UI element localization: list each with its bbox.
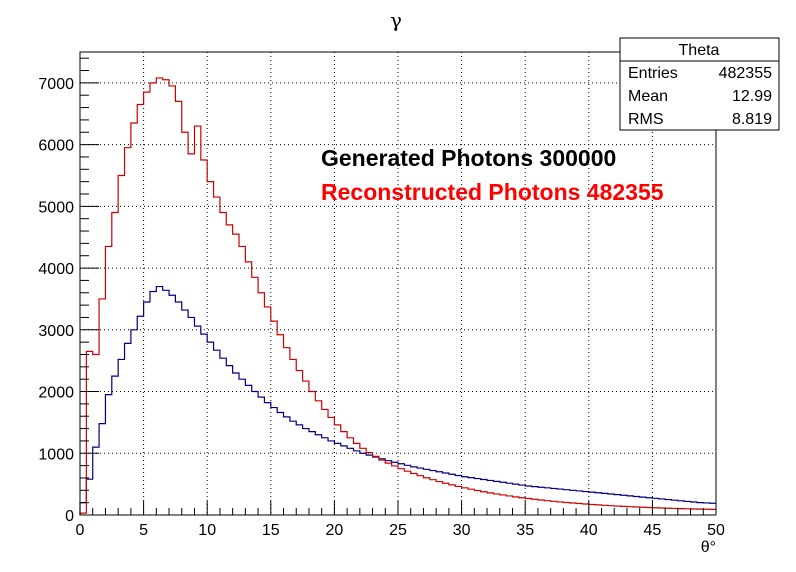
stats-mean-label: Mean — [628, 88, 668, 105]
generated-photons-histogram — [79, 285, 716, 515]
stats-box-title: Theta — [679, 42, 720, 59]
histogram-series — [79, 77, 716, 515]
y-tick-label: 4000 — [38, 261, 74, 278]
y-tick-label: 7000 — [38, 76, 74, 93]
axes: 0 5 10 15 20 25 30 35 40 45 50 0 1000 2000 3000 4000 500… — [38, 57, 725, 539]
x-tick-label: 50 — [707, 522, 725, 539]
x-tick-label: 25 — [389, 522, 407, 539]
x-tick-label: 10 — [198, 522, 216, 539]
y-tick-label: 5000 — [38, 199, 74, 216]
x-tick-label: 0 — [76, 522, 85, 539]
stats-entries-value: 482355 — [719, 65, 772, 82]
x-tick-label: 40 — [580, 522, 598, 539]
chart-title: γ — [390, 8, 402, 32]
y-tick-label: 2000 — [38, 385, 74, 402]
x-axis-title: θ° — [701, 539, 716, 556]
y-tick-label: 0 — [65, 508, 74, 525]
stats-mean-value: 12.99 — [732, 88, 772, 105]
x-tick-label: 35 — [516, 522, 534, 539]
x-tick-label: 5 — [139, 522, 148, 539]
x-tick-label: 30 — [453, 522, 471, 539]
stats-entries-label: Entries — [628, 65, 678, 82]
reconstructed-photons-histogram — [79, 77, 716, 515]
stats-rms-value: 8.819 — [732, 111, 772, 128]
x-tick-label: 20 — [326, 522, 344, 539]
x-tick-label: 15 — [262, 522, 280, 539]
x-tick-label: 45 — [644, 522, 662, 539]
annotation-generated-photons: Generated Photons 300000 — [321, 145, 616, 171]
annotation-reconstructed-photons: Reconstructed Photons 482355 — [321, 179, 664, 205]
y-tick-label: 1000 — [38, 446, 74, 463]
stats-box-frame — [619, 37, 780, 131]
y-tick-label: 6000 — [38, 138, 74, 155]
y-tick-label: 3000 — [38, 323, 74, 340]
stats-box: Theta Entries 482355 Mean 12.99 RMS 8.81… — [619, 37, 780, 131]
stats-rms-label: RMS — [628, 111, 664, 128]
